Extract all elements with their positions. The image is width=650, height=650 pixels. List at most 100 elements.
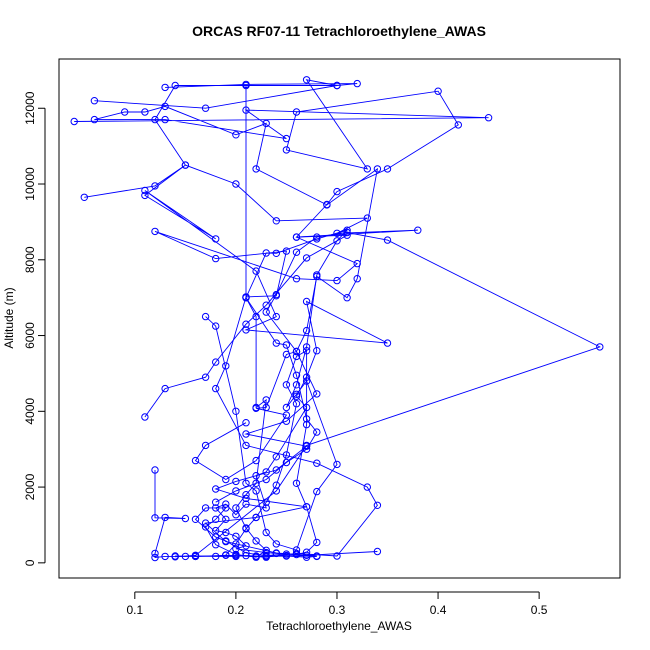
data-point xyxy=(292,381,301,389)
data-point xyxy=(222,475,230,484)
data-point xyxy=(252,537,260,545)
data-point xyxy=(232,552,240,561)
series-line-4 xyxy=(74,105,489,481)
data-point xyxy=(292,371,301,379)
data-point xyxy=(242,479,250,487)
data-point xyxy=(141,186,149,195)
x-tick-label: 0.3 xyxy=(329,603,346,617)
data-point xyxy=(313,487,321,496)
data-point xyxy=(252,513,260,522)
data-point xyxy=(343,294,351,302)
y-tick-label: 2000 xyxy=(23,473,37,500)
data-point xyxy=(212,533,220,541)
data-point xyxy=(302,76,311,84)
data-point xyxy=(242,549,250,557)
data-point xyxy=(232,504,240,512)
x-tick-label: 0.2 xyxy=(228,603,245,617)
data-point xyxy=(242,320,250,328)
data-point xyxy=(90,97,99,105)
data-point xyxy=(222,500,230,508)
data-point xyxy=(201,519,210,527)
data-point xyxy=(242,525,250,533)
data-point xyxy=(292,248,301,256)
data-point xyxy=(434,87,442,95)
data-point xyxy=(151,466,159,474)
chart-title: ORCAS RF07-11 Tetrachloroethylene_AWAS xyxy=(192,23,486,39)
series-line-2 xyxy=(154,83,418,558)
data-point xyxy=(262,551,270,560)
data-point xyxy=(242,542,250,550)
data-point xyxy=(242,491,250,499)
data-point xyxy=(232,180,240,188)
data-point xyxy=(333,187,341,196)
data-point xyxy=(282,550,291,558)
data-point xyxy=(222,537,230,545)
y-tick-label: 4000 xyxy=(23,398,37,425)
data-point xyxy=(484,114,493,122)
data-point xyxy=(313,271,321,279)
series-line-3 xyxy=(94,79,459,418)
data-point xyxy=(262,504,270,512)
data-point xyxy=(262,249,270,257)
data-point xyxy=(212,254,220,263)
data-point xyxy=(262,475,270,484)
data-point xyxy=(161,83,169,92)
data-point xyxy=(302,297,311,306)
data-point xyxy=(323,201,331,209)
series-line-5 xyxy=(84,164,388,556)
data-point xyxy=(302,548,311,556)
data-point xyxy=(383,236,392,244)
data-point xyxy=(292,347,301,356)
data-point xyxy=(252,472,260,480)
data-point xyxy=(151,514,159,522)
data-point xyxy=(313,390,321,398)
data-point xyxy=(262,403,270,412)
data-point xyxy=(141,108,149,116)
data-point xyxy=(171,81,179,90)
data-point xyxy=(242,81,250,90)
data-point xyxy=(373,165,382,173)
data-point xyxy=(212,541,220,549)
data-point xyxy=(292,546,301,554)
data-point xyxy=(333,276,341,285)
data-point xyxy=(181,514,190,523)
y-axis: 0 2000 4000 6000 8000 10000 12000 xyxy=(23,91,46,566)
x-tick-label: 0.1 xyxy=(126,603,143,617)
data-point xyxy=(302,420,311,429)
data-point xyxy=(151,182,159,190)
data-point xyxy=(282,458,291,467)
data-point xyxy=(292,400,301,408)
data-point xyxy=(262,498,270,506)
data-point xyxy=(363,214,371,222)
data-point xyxy=(232,532,240,540)
data-point xyxy=(363,165,371,173)
data-point xyxy=(383,339,392,347)
data-point xyxy=(282,341,291,349)
data-point xyxy=(302,445,311,453)
y-tick-label: 6000 xyxy=(23,322,37,349)
data-point xyxy=(191,456,200,465)
data-point xyxy=(302,254,311,262)
data-point xyxy=(141,413,149,421)
data-point xyxy=(181,161,190,169)
data-point xyxy=(212,235,220,243)
data-point xyxy=(201,441,210,450)
data-point xyxy=(333,552,341,560)
y-tick-label: 8000 xyxy=(23,246,37,273)
data-point xyxy=(212,498,220,506)
data-point xyxy=(242,326,250,334)
data-point xyxy=(282,411,291,419)
data-point xyxy=(272,292,280,300)
data-point xyxy=(313,459,321,467)
data-point xyxy=(191,552,200,560)
data-point xyxy=(232,407,240,415)
data-point xyxy=(90,115,99,124)
data-point xyxy=(191,515,200,523)
data-point xyxy=(292,352,301,361)
data-point xyxy=(292,550,301,559)
data-point xyxy=(232,487,240,495)
data-point xyxy=(262,468,270,476)
data-point xyxy=(313,347,321,355)
data-point xyxy=(292,392,301,400)
data-point xyxy=(201,373,210,381)
